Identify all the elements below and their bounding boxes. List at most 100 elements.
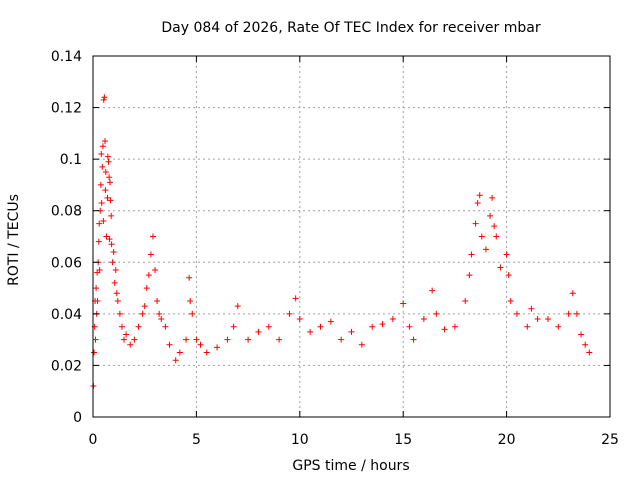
data-point bbox=[176, 349, 183, 356]
data-point bbox=[491, 223, 498, 230]
data-point bbox=[307, 328, 314, 335]
data-point bbox=[110, 248, 117, 255]
data-points bbox=[90, 94, 593, 390]
data-point bbox=[544, 316, 551, 323]
data-point bbox=[265, 323, 272, 330]
data-point bbox=[189, 310, 196, 317]
data-point bbox=[147, 251, 154, 258]
data-point bbox=[183, 336, 190, 343]
data-point bbox=[99, 143, 106, 150]
data-point bbox=[149, 233, 156, 240]
data-point bbox=[105, 158, 112, 165]
data-point bbox=[118, 323, 125, 330]
data-point bbox=[104, 153, 111, 160]
data-point bbox=[582, 341, 589, 348]
data-point bbox=[429, 287, 436, 294]
data-point bbox=[131, 336, 138, 343]
data-point bbox=[317, 323, 324, 330]
x-tick-label: 20 bbox=[498, 432, 516, 448]
data-point bbox=[158, 316, 165, 323]
data-point bbox=[441, 326, 448, 333]
data-point bbox=[108, 241, 115, 248]
data-point bbox=[106, 174, 113, 181]
data-point bbox=[286, 310, 293, 317]
x-tick-label: 0 bbox=[89, 432, 98, 448]
data-point bbox=[420, 316, 427, 323]
data-point bbox=[111, 279, 118, 286]
data-point bbox=[96, 220, 103, 227]
data-point bbox=[466, 272, 473, 279]
y-tick-label: 0.06 bbox=[51, 255, 82, 271]
y-tick-label: 0.04 bbox=[51, 307, 82, 323]
data-point bbox=[528, 305, 535, 312]
x-tick-label: 15 bbox=[394, 432, 412, 448]
data-point bbox=[104, 194, 111, 201]
data-point bbox=[99, 163, 106, 170]
data-point bbox=[478, 233, 485, 240]
chart-title: Day 084 of 2026, Rate Of TEC Index for r… bbox=[161, 20, 540, 36]
data-point bbox=[172, 357, 179, 364]
x-tick-label: 25 bbox=[601, 432, 619, 448]
data-point bbox=[358, 341, 365, 348]
y-tick-label: 0.02 bbox=[51, 358, 82, 374]
data-point bbox=[106, 179, 113, 186]
data-point bbox=[292, 295, 299, 302]
data-point bbox=[296, 316, 303, 323]
data-point bbox=[406, 323, 413, 330]
x-axis-label: GPS time / hours bbox=[292, 458, 409, 474]
y-tick-label: 0.14 bbox=[51, 49, 82, 65]
data-point bbox=[112, 267, 119, 274]
data-point bbox=[101, 94, 108, 101]
data-point bbox=[487, 212, 494, 219]
data-point bbox=[255, 328, 262, 335]
data-point bbox=[197, 341, 204, 348]
data-point bbox=[143, 285, 150, 292]
data-point bbox=[493, 233, 500, 240]
data-point bbox=[224, 336, 231, 343]
data-point bbox=[162, 323, 169, 330]
data-point bbox=[389, 316, 396, 323]
data-point bbox=[94, 297, 101, 304]
data-point bbox=[451, 323, 458, 330]
data-point bbox=[513, 310, 520, 317]
data-point bbox=[410, 336, 417, 343]
data-point bbox=[135, 323, 142, 330]
y-tick-label: 0.12 bbox=[51, 101, 82, 117]
data-point bbox=[139, 310, 146, 317]
data-point bbox=[468, 251, 475, 258]
data-point bbox=[573, 310, 580, 317]
data-point bbox=[93, 285, 100, 292]
data-point bbox=[400, 300, 407, 307]
data-point bbox=[96, 267, 103, 274]
data-point bbox=[101, 138, 108, 145]
data-point bbox=[152, 267, 159, 274]
data-point bbox=[534, 316, 541, 323]
x-tick-label: 10 bbox=[291, 432, 309, 448]
data-point bbox=[114, 297, 121, 304]
data-point bbox=[433, 310, 440, 317]
data-point bbox=[102, 169, 109, 176]
y-tick-label: 0.08 bbox=[51, 204, 82, 220]
data-point bbox=[379, 321, 386, 328]
data-point bbox=[156, 310, 163, 317]
data-point bbox=[497, 264, 504, 271]
data-point bbox=[338, 336, 345, 343]
data-point bbox=[245, 336, 252, 343]
data-point bbox=[555, 323, 562, 330]
data-point bbox=[193, 336, 200, 343]
data-point bbox=[166, 341, 173, 348]
data-point bbox=[103, 233, 110, 240]
data-point bbox=[109, 259, 116, 266]
data-point bbox=[489, 194, 496, 201]
data-point bbox=[186, 274, 193, 281]
data-point bbox=[108, 212, 115, 219]
data-point bbox=[474, 199, 481, 206]
data-point bbox=[187, 297, 194, 304]
data-point bbox=[578, 331, 585, 338]
data-point bbox=[276, 336, 283, 343]
data-point bbox=[100, 218, 107, 225]
data-point bbox=[97, 181, 104, 188]
data-point bbox=[98, 199, 105, 206]
